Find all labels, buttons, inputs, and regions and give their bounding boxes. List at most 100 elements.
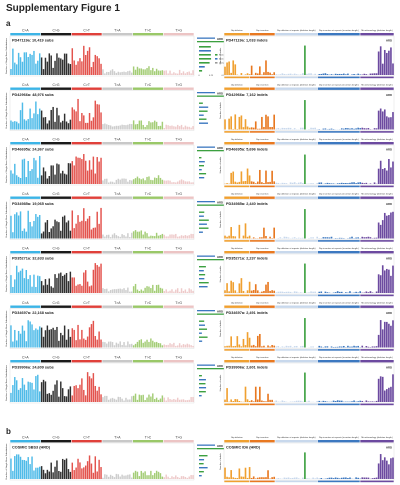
sbs-bar <box>134 124 137 130</box>
sbs-bar <box>190 397 192 402</box>
sbs-bar <box>129 179 131 184</box>
sbs-bar <box>46 178 49 184</box>
id-bottom-strip <box>224 131 250 133</box>
id-group-label: 1bp deletion <box>231 29 244 32</box>
sbs-bar <box>27 279 29 293</box>
legend-swatch <box>215 54 218 56</box>
sbs-group-label: T>G <box>175 356 182 360</box>
sbs-bar <box>65 222 68 239</box>
signature-bar <box>197 368 233 370</box>
sbs-group-label: T>A <box>114 356 121 360</box>
id-group-label: 1bp deletion <box>231 356 244 359</box>
id-bar <box>283 73 286 75</box>
sbs-bar <box>19 388 22 402</box>
sbs-bar <box>15 212 18 239</box>
id-group-bar <box>249 305 275 308</box>
id-bar <box>355 183 357 184</box>
sbs-bar <box>184 400 187 402</box>
sbs-bar <box>129 291 131 293</box>
id-bottom-strip <box>360 480 394 483</box>
id-bar <box>244 119 247 130</box>
sbs-y-axis-label: Number of Single Base Substitutions <box>5 310 8 347</box>
sbs-bar <box>125 475 127 479</box>
id-bar <box>230 470 232 479</box>
sbs-group-bar <box>163 251 194 254</box>
id-bar <box>263 126 265 130</box>
sbs-bar <box>161 233 164 239</box>
sbs-bar <box>67 329 70 348</box>
panel-frame <box>223 199 395 240</box>
sbs-bar <box>109 341 112 348</box>
id-group-bar <box>317 196 360 199</box>
id-group-bar <box>224 305 250 308</box>
id-bar <box>316 400 319 402</box>
id-bar <box>256 335 259 348</box>
sbs-bar <box>121 398 123 402</box>
id-bar <box>377 378 380 402</box>
id-bar <box>383 390 386 402</box>
id-group-bar <box>360 196 394 199</box>
id-bar <box>252 181 255 184</box>
sbs-bar <box>159 473 162 479</box>
sbs-bar <box>46 284 49 293</box>
sbs-bar <box>144 231 146 239</box>
sbs-bar <box>48 329 51 348</box>
sbs-bar <box>169 125 171 130</box>
id-bar <box>312 291 314 293</box>
sbs-bar <box>10 120 12 130</box>
id-bottom-strip <box>224 240 250 242</box>
sbs-bar <box>165 400 167 402</box>
sbs-bar <box>184 289 187 293</box>
id-bottom-strip <box>275 480 318 483</box>
sbs-group-bar <box>10 33 41 36</box>
id-bar <box>273 476 275 479</box>
id-bar <box>295 291 298 293</box>
sbs-bar <box>44 222 47 239</box>
sbs-sample-label: PD34985a: 19,065 subs <box>12 202 54 206</box>
id-group-label: 1bp insertion <box>256 83 269 86</box>
sbs-bar <box>84 395 87 402</box>
id-group-label: Microhomology (deletion length) <box>361 29 392 32</box>
sbs-bar <box>125 345 127 348</box>
sbs-bar <box>182 399 185 402</box>
sbs-bar <box>37 374 39 402</box>
id-bottom-strip <box>317 76 360 79</box>
id-bar <box>340 477 343 479</box>
sbs-group-bar <box>102 251 133 254</box>
sbs-bar <box>144 69 146 75</box>
id-group-bar <box>275 196 318 199</box>
sbs-bar <box>140 289 143 293</box>
sbs-bar <box>31 118 33 130</box>
sbs-bar <box>27 210 29 239</box>
id-bar <box>265 477 267 479</box>
sbs-bar <box>23 330 26 348</box>
sbs-bar <box>107 124 110 130</box>
id-bar <box>390 325 392 348</box>
sbs-group-label: C>A <box>22 436 29 440</box>
id-bar <box>338 478 341 479</box>
sbs-bar <box>182 344 185 348</box>
sbs-bar <box>121 71 123 75</box>
sbs-bar <box>140 395 143 402</box>
sbs-bar <box>12 385 14 402</box>
id-bar <box>353 345 355 348</box>
id-bar <box>230 116 232 130</box>
id-bar <box>265 236 267 239</box>
inset-bar <box>199 467 208 469</box>
id-bar <box>295 400 298 402</box>
sbs-bar <box>161 70 164 75</box>
id-bar <box>263 227 265 239</box>
id-bar <box>295 183 298 184</box>
id-bar <box>334 401 337 402</box>
sbs-group-label: C>G <box>52 192 59 196</box>
id-bar <box>285 236 288 239</box>
id-group-label: 2bp insertion at repeats (insertion leng… <box>319 29 359 32</box>
id-bar <box>259 237 261 239</box>
id-bar <box>367 477 370 479</box>
sbs-group-bar <box>40 33 72 36</box>
id-bar <box>277 182 280 184</box>
id-bar <box>261 400 263 402</box>
id-bar <box>289 73 292 75</box>
id-bar <box>236 477 239 479</box>
